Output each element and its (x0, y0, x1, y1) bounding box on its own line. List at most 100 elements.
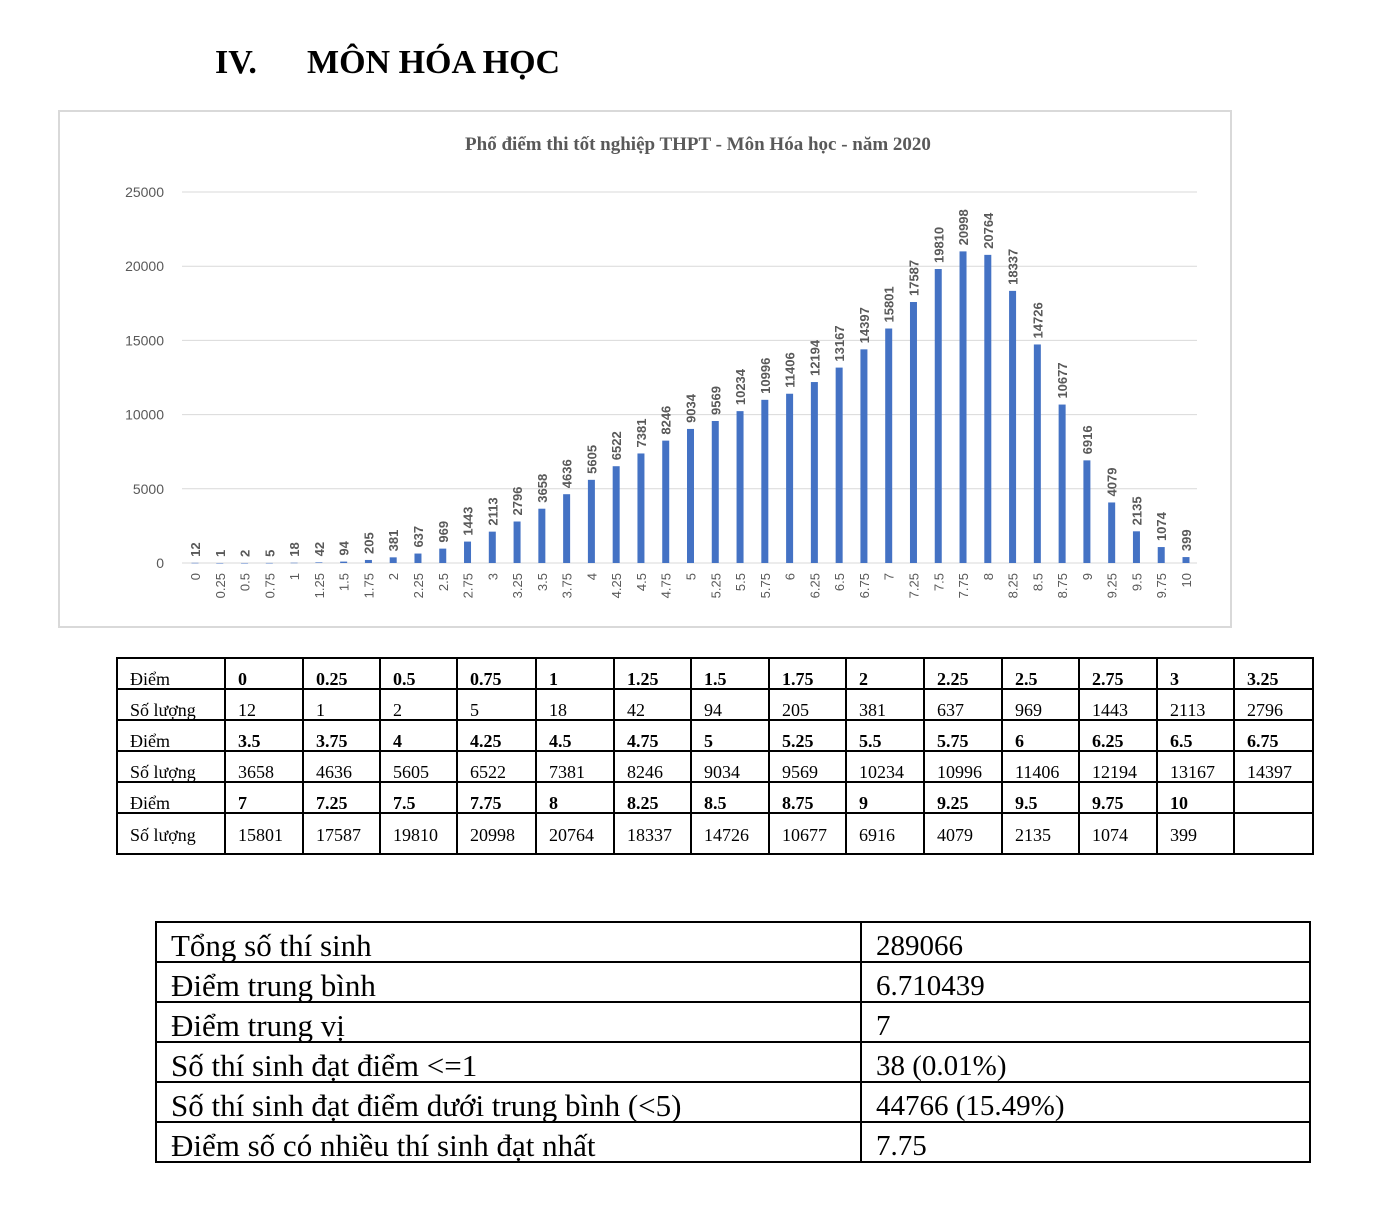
x-tick-label: 9.5 (1129, 573, 1144, 591)
count-cell: 17587 (302, 812, 381, 855)
score-cell: 4 (379, 719, 458, 752)
data-label: 19810 (931, 227, 946, 263)
score-cell: 6.75 (1233, 719, 1314, 752)
count-cell: 2113 (1156, 688, 1235, 721)
score-cell: 0.5 (379, 657, 458, 690)
summary-row: Số thí sinh đạt điểm <=1 38 (0.01%) (155, 1041, 1311, 1083)
count-cell: 18337 (613, 812, 692, 855)
bar (389, 557, 397, 563)
count-cell: 94 (690, 688, 770, 721)
count-cell: 1074 (1078, 812, 1158, 855)
x-tick-label: 7 (882, 573, 897, 580)
y-tick-label: 25000 (125, 184, 164, 200)
data-label: 10677 (1055, 362, 1070, 398)
bar (761, 399, 769, 563)
bar (711, 420, 719, 563)
score-cell (1233, 781, 1314, 814)
data-label: 18337 (1006, 249, 1021, 285)
bar (612, 466, 620, 563)
count-cell: 10234 (845, 750, 925, 783)
row-header: Điểm (116, 657, 226, 690)
x-tick-label: 8.5 (1030, 573, 1045, 591)
bar (909, 302, 917, 563)
count-cell: 5 (456, 688, 537, 721)
x-tick-label: 6 (783, 573, 798, 580)
x-tick-label: 6.75 (857, 573, 872, 598)
count-row: Số lượng 3658 4636 5605 6522 7381 8246 9034 9569… (116, 750, 1314, 783)
bar (290, 562, 298, 564)
summary-label: Số thí sinh đạt điểm dưới trung bình (<5… (155, 1081, 862, 1123)
x-tick-label: 0 (188, 573, 203, 580)
bar (1083, 460, 1091, 563)
section-number: IV. (215, 44, 257, 81)
x-tick-label: 0.25 (213, 573, 228, 598)
x-tick-label: 0.75 (262, 573, 277, 598)
x-tick-label: 7.5 (931, 573, 946, 591)
data-label: 94 (337, 540, 352, 555)
score-cell: 3.5 (224, 719, 304, 752)
data-label: 12 (188, 542, 203, 556)
bar (315, 562, 323, 563)
y-tick-label: 5000 (133, 481, 164, 497)
score-cell: 5.25 (768, 719, 847, 752)
score-cell: 7.5 (379, 781, 458, 814)
bar (687, 428, 694, 563)
count-cell: 6916 (845, 812, 925, 855)
x-tick-label: 3.25 (510, 573, 525, 598)
bar (1157, 547, 1165, 563)
count-cell: 5605 (379, 750, 458, 783)
bar (860, 349, 868, 563)
score-cell: 10 (1156, 781, 1235, 814)
x-tick-label: 10 (1179, 573, 1194, 587)
count-cell: 8246 (613, 750, 692, 783)
data-label: 10234 (733, 368, 748, 405)
y-tick-label: 20000 (125, 258, 164, 274)
count-cell: 205 (768, 688, 847, 721)
bar (439, 548, 447, 563)
bar (1009, 290, 1017, 563)
score-row: Điểm 3.5 3.75 4 4.25 4.5 4.75 5 5.25 5.5 5.75 6 6.25… (116, 719, 1314, 752)
data-label: 399 (1179, 529, 1194, 551)
count-cell: 14397 (1233, 750, 1314, 783)
count-cell: 4079 (923, 812, 1003, 855)
bar (662, 440, 670, 563)
score-cell: 2.25 (923, 657, 1003, 690)
data-label: 1 (213, 550, 228, 557)
row-header: Số lượng (116, 812, 226, 855)
bar (464, 541, 472, 563)
count-cell: 11406 (1001, 750, 1080, 783)
score-cell: 5.75 (923, 719, 1003, 752)
x-tick-label: 9.25 (1105, 573, 1120, 598)
score-distribution-table: Điểm 0 0.25 0.5 0.75 1 1.25 1.5 1.75 2 2.25 2.5 2.75… (116, 657, 1314, 855)
score-cell: 4.75 (613, 719, 692, 752)
bar (191, 562, 199, 564)
data-label: 1443 (461, 507, 476, 536)
summary-label: Điểm trung bình (155, 961, 862, 1003)
data-label: 12194 (807, 339, 822, 376)
bar (488, 531, 496, 563)
x-tick-label: 9 (1080, 573, 1095, 580)
data-label: 8246 (659, 406, 674, 435)
bar (216, 562, 224, 564)
score-cell: 8.5 (690, 781, 770, 814)
data-label: 2 (238, 550, 253, 557)
data-label: 381 (386, 530, 401, 552)
x-tick-label: 1.75 (361, 573, 376, 598)
bar (1033, 344, 1041, 563)
data-label: 4636 (560, 459, 575, 488)
summary-row: Điểm số có nhiều thí sinh đạt nhất 7.75 (155, 1121, 1311, 1163)
bar-chart: Phổ điểm thi tốt nghiệp THPT - Môn Hóa h… (125, 134, 1197, 598)
count-cell: 2135 (1001, 812, 1080, 855)
bar (414, 553, 422, 563)
data-label: 42 (312, 542, 327, 556)
data-label: 6522 (609, 431, 624, 460)
count-cell: 12194 (1078, 750, 1158, 783)
bar (340, 561, 348, 563)
data-label: 2796 (510, 487, 525, 516)
summary-label: Tổng số thí sinh (155, 921, 862, 963)
x-tick-label: 3.5 (535, 573, 550, 591)
count-cell: 637 (923, 688, 1003, 721)
bar (885, 328, 893, 563)
count-cell: 42 (613, 688, 692, 721)
score-cell: 1.25 (613, 657, 692, 690)
